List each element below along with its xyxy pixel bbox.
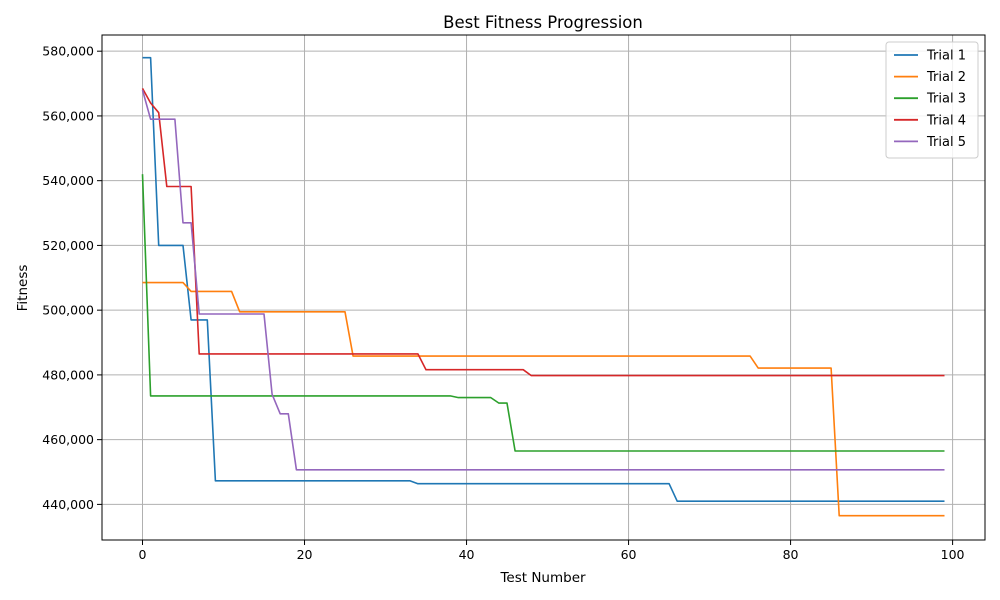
y-tick-label: 500,000 [42,303,94,318]
series-line-trial-2 [142,281,945,517]
legend-label-trial-5: Trial 5 [926,135,966,150]
y-tick-label: 520,000 [42,238,94,253]
y-tick-label: 480,000 [42,367,94,382]
x-tick-label: 20 [297,547,313,562]
x-tick-label: 80 [783,547,799,562]
series-line-trial-4 [141,88,945,377]
y-tick-label: 580,000 [42,44,94,59]
x-tick-label: 60 [621,547,637,562]
legend-label-trial-2: Trial 2 [926,70,966,85]
legend-box [885,41,979,159]
series-line-trial-3 [141,174,945,452]
x-axis-ticks: 0 20 40 60 80 100 [139,540,965,562]
y-tick-label: 560,000 [42,108,94,123]
legend: Trial 1 Trial 2 Trial 3 Trial 4 Trial 5 [885,41,979,159]
plot-frame [101,34,986,541]
x-tick-label: 40 [459,547,475,562]
x-axis-label: Test Number [499,570,586,586]
legend-label-trial-3: Trial 3 [926,92,966,107]
y-tick-label: 460,000 [42,432,94,447]
x-tick-label: 0 [139,547,147,562]
y-tick-label: 440,000 [42,497,94,512]
legend-label-trial-4: Trial 4 [926,113,966,128]
y-tick-label: 540,000 [42,173,94,188]
chart-title: Best Fitness Progression [443,13,643,32]
y-axis-ticks: 440,000 460,000 480,000 500,000 520,000 540,0… [42,44,102,512]
series-line-trial-1 [142,56,945,503]
series-lines [141,56,945,517]
y-axis-label: Fitness [15,265,31,312]
x-tick-label: 100 [941,547,965,562]
legend-label-trial-1: Trial 1 [926,49,966,64]
series-line-trial-5 [141,89,945,471]
